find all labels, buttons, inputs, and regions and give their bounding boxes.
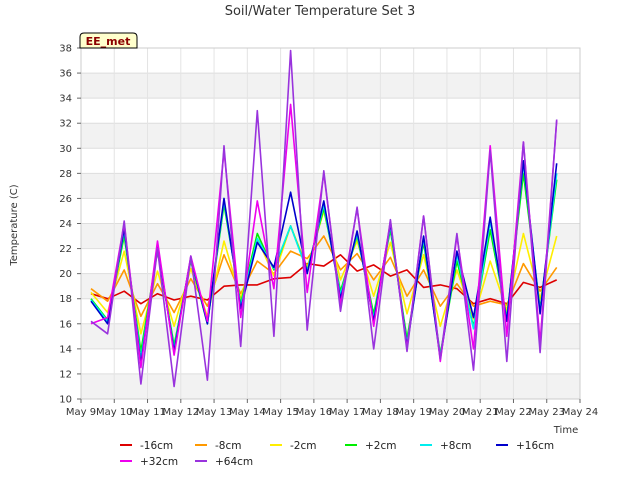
- y-tick-label: 14: [59, 344, 72, 355]
- legend-label: +32cm: [140, 456, 178, 468]
- plot-band: [81, 173, 580, 199]
- y-tick-label: 32: [59, 119, 72, 130]
- legend-item: +32cm: [120, 456, 178, 468]
- y-tick-label: 34: [59, 94, 72, 105]
- y-axis-ticks: 10 12 14 16 18 20 22 24 26 28 30 32 34 36 38: [59, 44, 81, 406]
- x-tick-label: May 10: [96, 407, 133, 418]
- plot-band: [81, 98, 580, 124]
- y-tick-label: 28: [59, 169, 72, 180]
- y-tick-label: 30: [59, 144, 72, 155]
- x-tick-label: May 11: [129, 407, 166, 418]
- plot-band: [81, 323, 580, 349]
- plot-band: [81, 73, 580, 99]
- legend-item: -2cm: [270, 440, 316, 452]
- plot-band: [81, 198, 580, 224]
- legend-label: +16cm: [516, 440, 554, 452]
- y-tick-label: 26: [59, 194, 72, 205]
- x-tick-label: May 24: [562, 407, 599, 418]
- x-tick-label: May 19: [395, 407, 432, 418]
- x-tick-label: May 17: [329, 407, 366, 418]
- plot-band: [81, 373, 580, 399]
- y-tick-label: 18: [59, 294, 72, 305]
- y-tick-label: 12: [59, 369, 72, 380]
- chart-title: Soil/Water Temperature Set 3: [225, 4, 416, 19]
- x-tick-label: May 13: [196, 407, 233, 418]
- y-tick-label: 24: [59, 219, 72, 230]
- x-tick-label: May 9: [66, 407, 96, 418]
- x-tick-label: May 16: [296, 407, 333, 418]
- x-tick-label: May 18: [362, 407, 399, 418]
- y-tick-label: 16: [59, 319, 72, 330]
- legend-label: +64cm: [215, 456, 253, 468]
- y-tick-label: 38: [59, 44, 72, 55]
- x-axis-label: Time: [553, 425, 578, 436]
- plot-band: [81, 48, 580, 74]
- legend-label: +2cm: [365, 440, 396, 452]
- legend-item: +8cm: [420, 440, 471, 452]
- y-tick-label: 20: [59, 269, 72, 280]
- y-tick-label: 36: [59, 69, 72, 80]
- x-tick-label: May 20: [429, 407, 466, 418]
- series-lines: [90, 49, 558, 388]
- x-tick-label: May 15: [262, 407, 299, 418]
- legend-item: +64cm: [195, 456, 253, 468]
- station-badge: EE_met: [79, 32, 138, 49]
- station-badge-label: EE_met: [86, 35, 131, 48]
- series-line-64cm: [90, 49, 558, 388]
- x-tick-label: May 22: [495, 407, 532, 418]
- plot-band: [81, 348, 580, 374]
- legend-item: +2cm: [345, 440, 396, 452]
- y-axis-label: Temperature (C): [9, 184, 20, 266]
- y-tick-label: 22: [59, 244, 72, 255]
- legend-label: -2cm: [290, 440, 316, 452]
- plot-band: [81, 123, 580, 149]
- legend-item: +16cm: [496, 440, 554, 452]
- x-tick-label: May 14: [229, 407, 266, 418]
- legend-label: +8cm: [440, 440, 471, 452]
- chart-legend: -16cm -8cm -2cm +2cm +8cm +16cm +32cm +64cm: [120, 440, 554, 468]
- legend-label: -8cm: [215, 440, 241, 452]
- legend-item: -16cm: [120, 440, 173, 452]
- legend-item: -8cm: [195, 440, 241, 452]
- x-tick-label: May 21: [462, 407, 499, 418]
- legend-label: -16cm: [140, 440, 173, 452]
- y-tick-label: 10: [59, 395, 72, 406]
- x-tick-label: May 23: [528, 407, 565, 418]
- x-tick-label: May 12: [163, 407, 200, 418]
- plot-band: [81, 148, 580, 174]
